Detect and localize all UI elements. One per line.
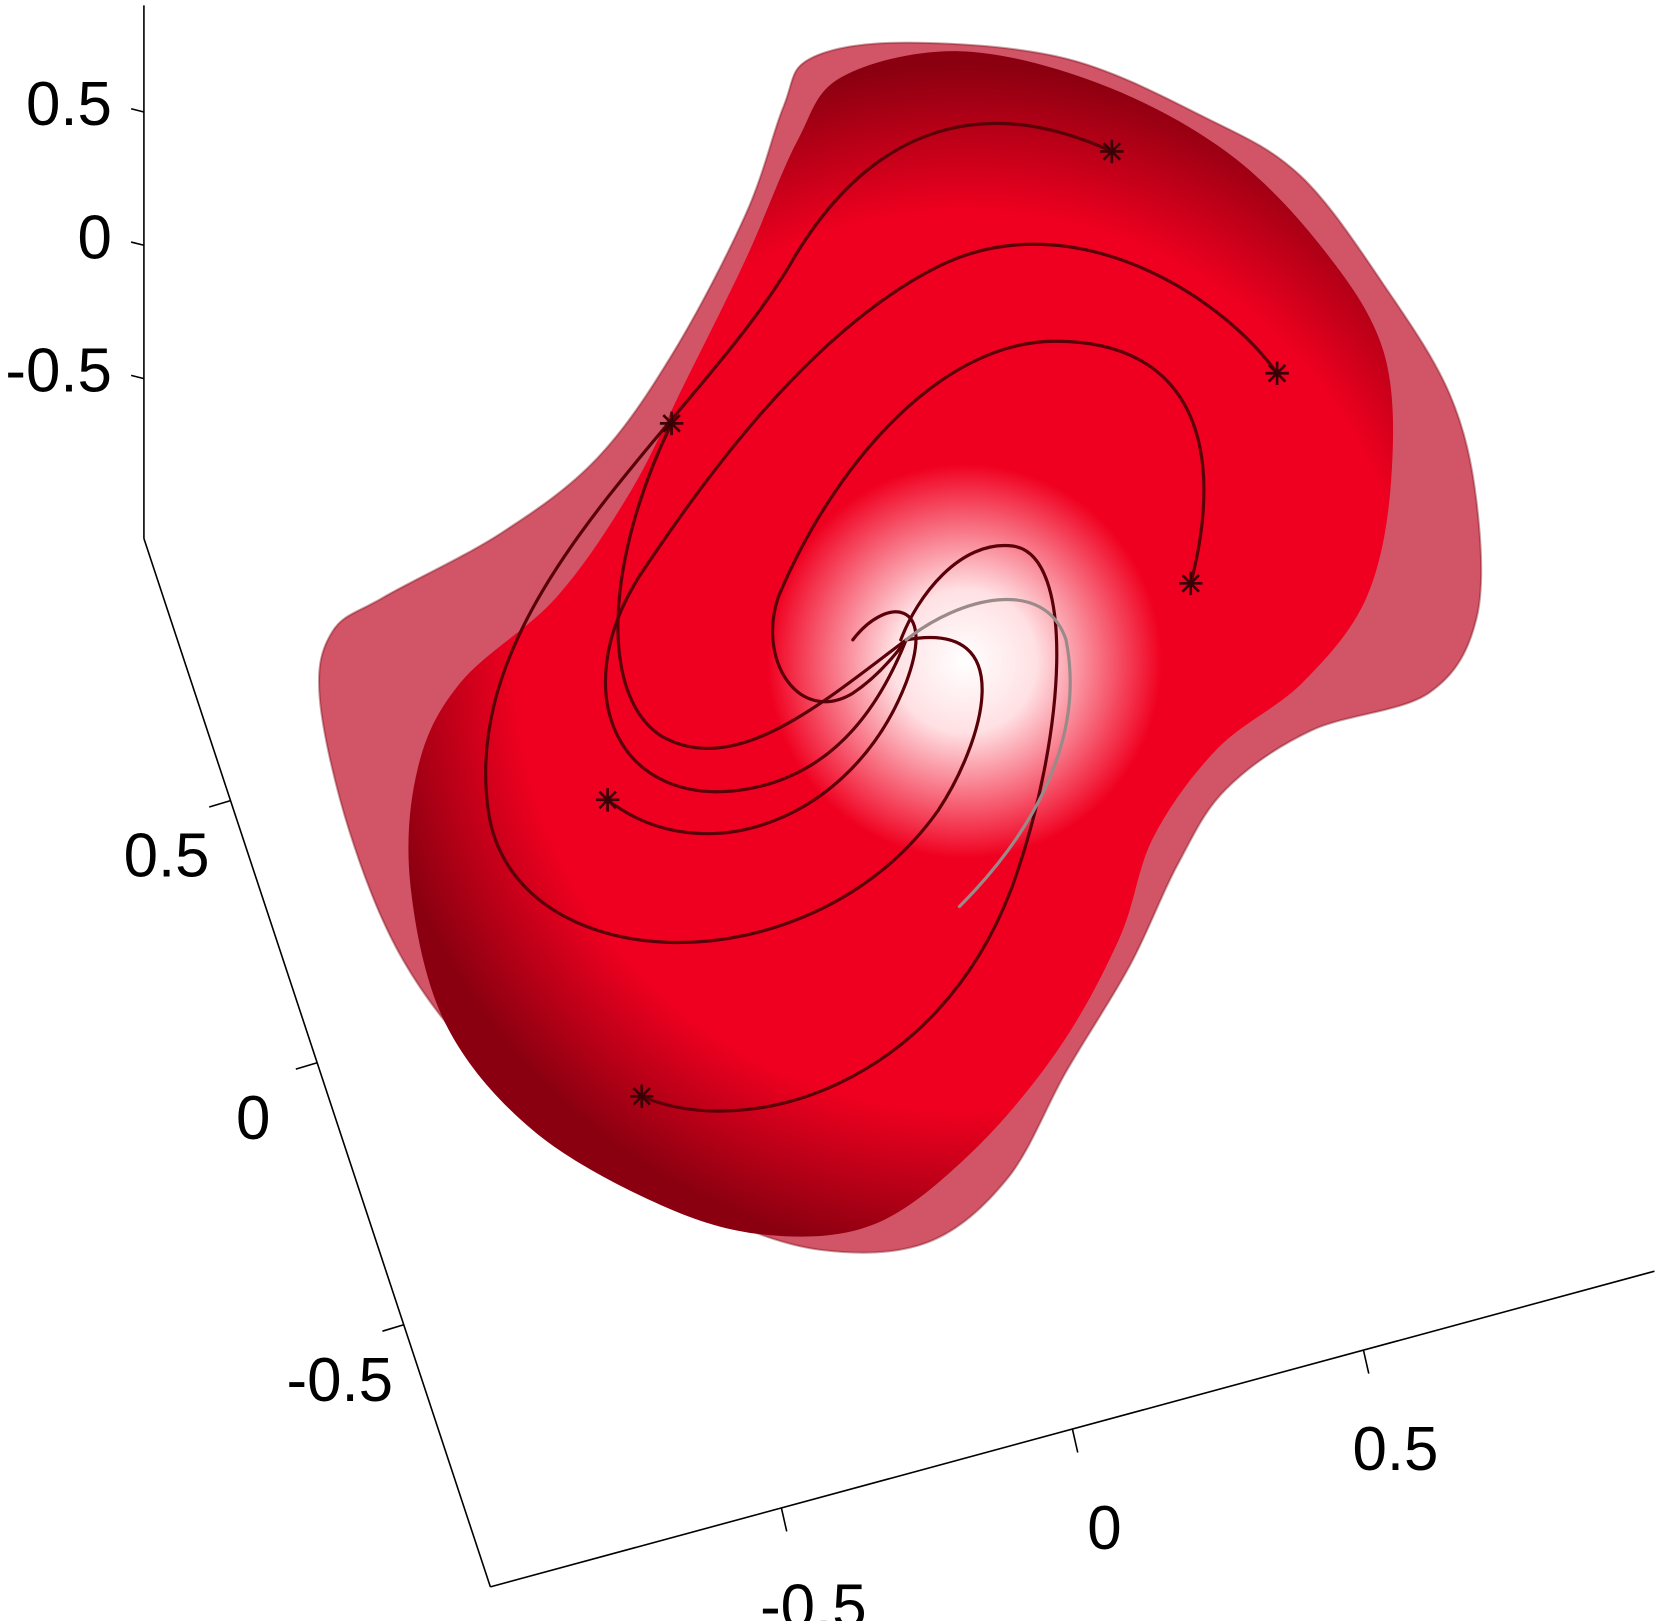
y-tick-label: 0.5 bbox=[124, 822, 210, 891]
trajectory bbox=[616, 421, 908, 750]
z-tick-mark bbox=[130, 108, 145, 113]
start-marker bbox=[1265, 361, 1289, 385]
x-tick-mark bbox=[1362, 1349, 1370, 1374]
trajectory-starts bbox=[595, 139, 1289, 1109]
trajectory bbox=[771, 339, 1206, 704]
x-tick-label: -0.5 bbox=[760, 1573, 867, 1621]
start-marker bbox=[595, 788, 620, 812]
start-marker bbox=[1100, 139, 1124, 164]
y-tick-mark bbox=[208, 799, 231, 808]
x-tick-label: 0 bbox=[1087, 1494, 1121, 1563]
trajectory bbox=[484, 121, 1114, 945]
x-tick-label: 0.5 bbox=[1352, 1415, 1438, 1484]
start-marker bbox=[630, 1084, 654, 1109]
z-tick-label: 0.5 bbox=[26, 70, 112, 139]
axes: -0.5 0 0.5 -0.5 0 0.5 -0.5 0 0.5 bbox=[5, 5, 1655, 1621]
z-tick-label: 0 bbox=[78, 203, 112, 272]
z-tick-mark bbox=[130, 241, 145, 247]
start-marker bbox=[1179, 571, 1203, 596]
y-tick-label: -0.5 bbox=[287, 1346, 394, 1415]
trajectory-hidden bbox=[904, 597, 1072, 909]
trajectory bbox=[603, 242, 1279, 794]
trajectory bbox=[640, 544, 1059, 1113]
x-tick-mark bbox=[780, 1507, 788, 1532]
x-tick-mark bbox=[1071, 1428, 1079, 1453]
z-tick-label: -0.5 bbox=[5, 337, 112, 406]
x-axis bbox=[490, 1270, 1655, 1588]
start-marker bbox=[659, 411, 684, 436]
y-tick-label: 0 bbox=[236, 1084, 270, 1153]
z-tick-mark bbox=[130, 374, 145, 380]
y-tick-mark bbox=[295, 1061, 318, 1070]
trajectory bbox=[606, 610, 918, 836]
y-tick-mark bbox=[382, 1324, 404, 1332]
trajectories bbox=[484, 121, 1279, 1113]
